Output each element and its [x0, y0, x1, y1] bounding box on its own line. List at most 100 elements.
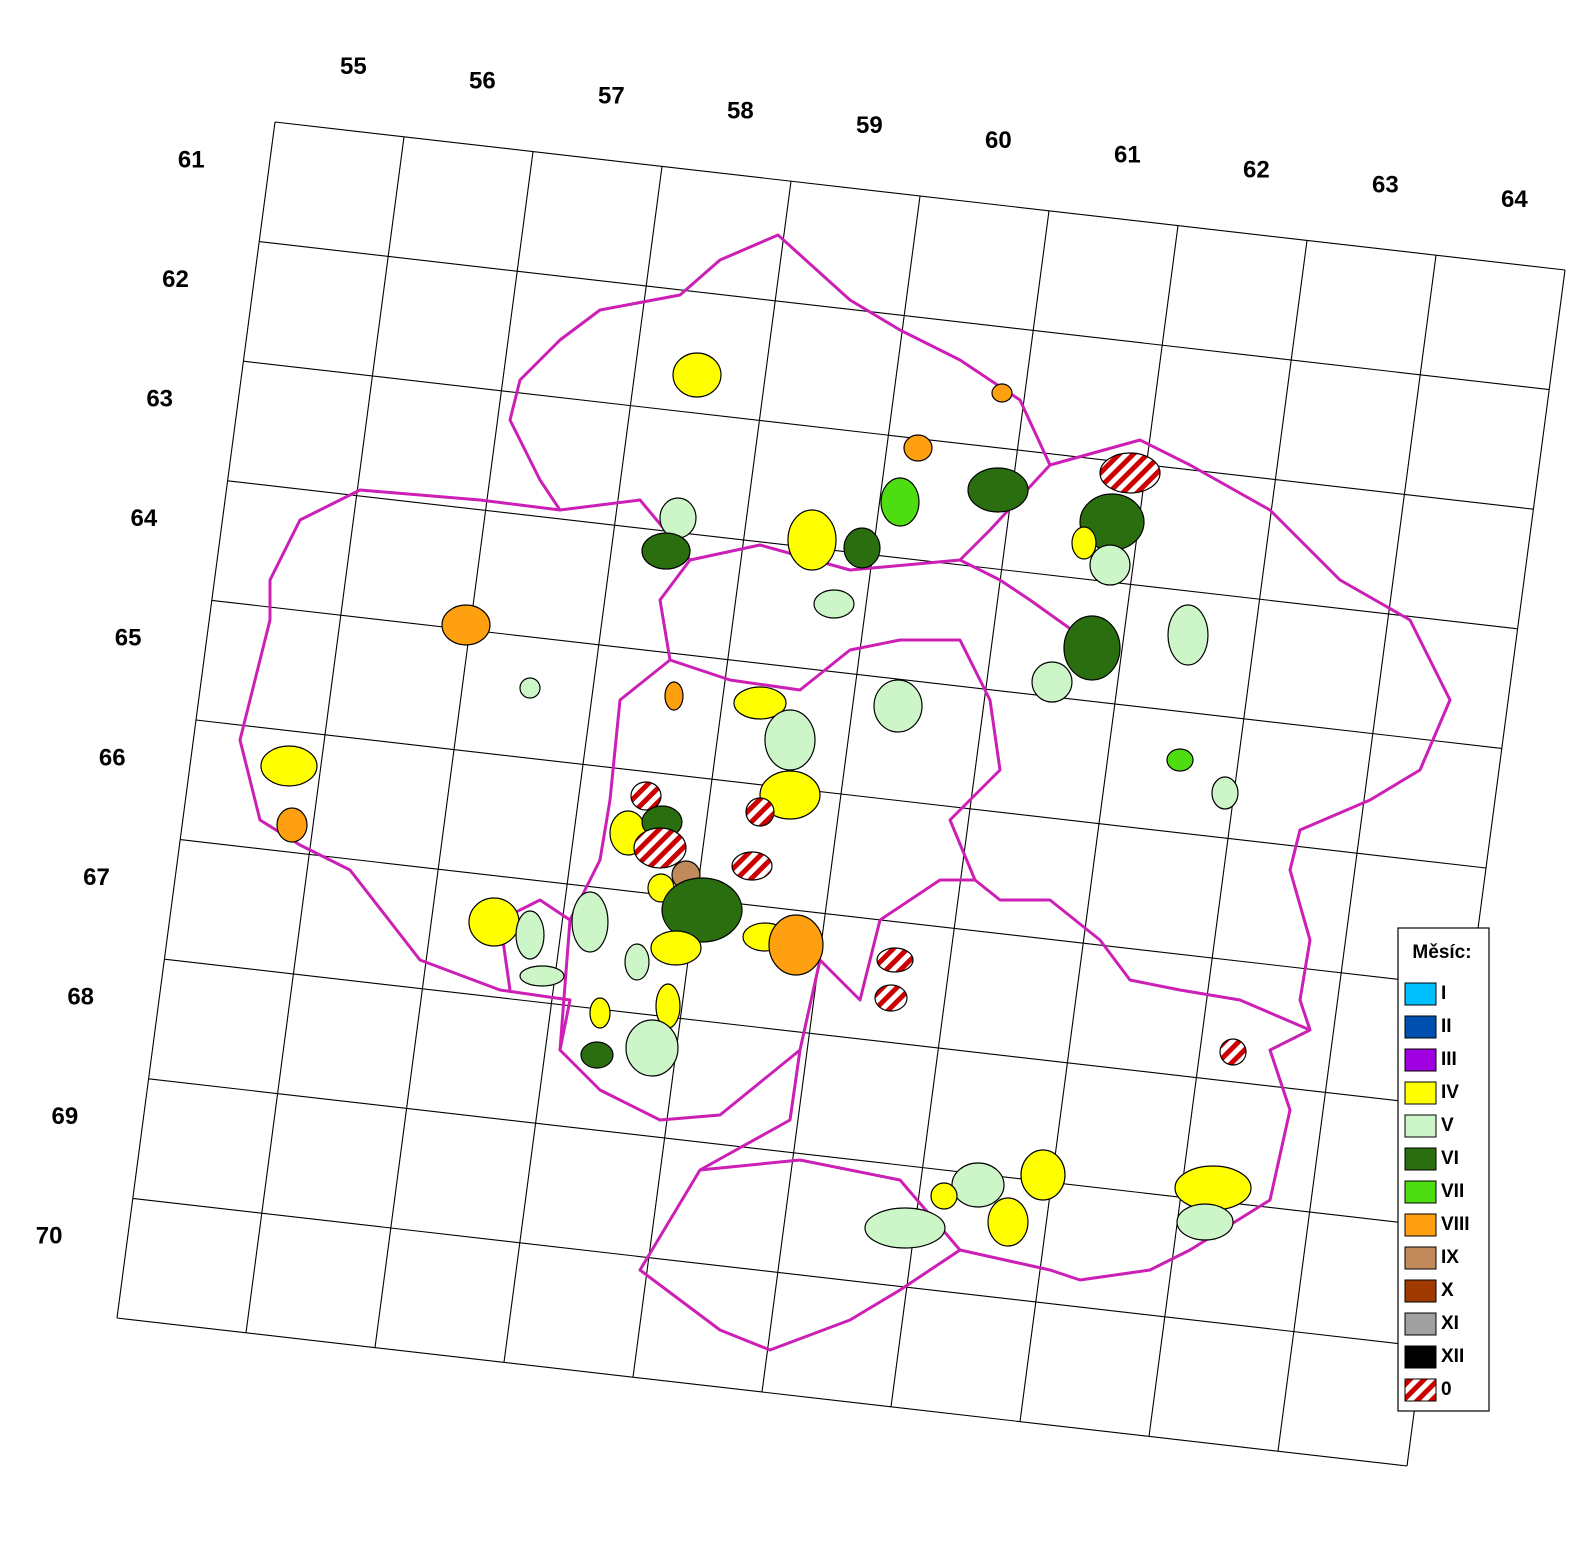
row-label: 69 — [52, 1103, 79, 1130]
row-label: 65 — [115, 625, 142, 652]
district — [519, 677, 541, 699]
district — [661, 877, 743, 943]
districts — [238, 233, 1452, 1352]
district — [864, 1207, 946, 1249]
district — [731, 851, 773, 881]
grid-line — [195, 719, 1487, 869]
colored-districts — [260, 352, 1252, 1249]
district — [580, 1041, 614, 1069]
district — [987, 1197, 1029, 1247]
column-label: 64 — [1501, 186, 1528, 213]
grid-line — [259, 241, 1550, 391]
column-label: 61 — [1114, 142, 1141, 169]
grid-line — [243, 360, 1534, 510]
legend-swatch — [1404, 982, 1437, 1006]
column-label: 55 — [340, 53, 367, 80]
legend-label: XII — [1441, 1346, 1464, 1367]
region-border — [974, 878, 1311, 1032]
district — [1174, 1165, 1252, 1211]
row-label: 62 — [162, 266, 189, 293]
district — [991, 383, 1013, 403]
district — [589, 997, 611, 1029]
region-border — [689, 463, 1052, 572]
district — [641, 532, 691, 570]
legend-label: VIII — [1441, 1214, 1470, 1235]
district — [625, 1019, 679, 1077]
grid-labels: 55 56 57 58 59 60 61 62 63 64 61 62 63 64 65 66 67 68 69 70 — [36, 53, 1529, 1250]
district — [1020, 1149, 1066, 1201]
legend-label: II — [1441, 1016, 1452, 1037]
legend-swatch — [1404, 1180, 1437, 1204]
district — [951, 1162, 1005, 1208]
district — [624, 943, 650, 981]
legend-swatch — [1404, 1114, 1437, 1138]
district — [764, 709, 816, 771]
district — [1176, 1203, 1234, 1241]
legend-swatch — [1404, 1279, 1437, 1303]
grid-line — [274, 121, 1566, 271]
district — [633, 827, 687, 869]
district — [515, 910, 545, 960]
district — [1063, 615, 1121, 681]
district — [519, 965, 565, 987]
column-label: 60 — [985, 127, 1012, 154]
column-label: 59 — [856, 112, 883, 139]
district — [630, 781, 662, 811]
row-label: 66 — [99, 744, 126, 771]
column-label: 58 — [727, 97, 754, 124]
column-label: 56 — [469, 68, 496, 95]
legend-label: XI — [1441, 1313, 1459, 1334]
grid-line — [116, 1317, 1408, 1467]
district — [672, 352, 722, 398]
district — [1219, 1038, 1247, 1066]
district — [1211, 776, 1239, 810]
district — [260, 745, 318, 787]
grid-line — [211, 599, 1502, 749]
region-border — [959, 558, 1101, 652]
column-label: 57 — [598, 83, 625, 110]
legend-swatch — [1404, 1378, 1437, 1402]
district — [1031, 661, 1073, 703]
region-border — [238, 233, 1452, 1352]
row-label: 70 — [36, 1223, 63, 1250]
district — [876, 947, 914, 973]
legend-swatch — [1404, 1345, 1437, 1369]
legend-label: X — [1441, 1280, 1454, 1301]
legend-label: IX — [1441, 1247, 1459, 1268]
district — [276, 807, 308, 843]
row-label: 64 — [131, 505, 158, 532]
region-border — [498, 898, 571, 991]
legend-title: Měsíc: — [1412, 942, 1471, 963]
district — [733, 686, 787, 720]
column-label: 63 — [1372, 171, 1399, 198]
district — [874, 984, 908, 1012]
district — [787, 509, 837, 571]
legend-label: VII — [1441, 1181, 1464, 1202]
row-label: 63 — [146, 386, 173, 413]
district — [930, 1182, 958, 1210]
district — [843, 527, 881, 569]
district — [664, 681, 684, 711]
legend-label: 0 — [1441, 1379, 1452, 1400]
legend-swatch — [1404, 1015, 1437, 1039]
district — [1167, 604, 1209, 666]
district — [903, 434, 933, 462]
district — [659, 497, 697, 539]
district — [650, 930, 702, 966]
district — [873, 679, 923, 733]
legend-swatch — [1404, 1081, 1437, 1105]
legend-swatch — [1404, 1147, 1437, 1171]
district — [745, 797, 775, 827]
district — [967, 467, 1029, 513]
row-label: 67 — [83, 864, 110, 891]
region-border — [669, 638, 1002, 1051]
district — [768, 914, 824, 976]
district — [759, 770, 821, 820]
grid-line — [164, 958, 1455, 1108]
legend-swatch — [1404, 1312, 1437, 1336]
legend-label: I — [1441, 983, 1446, 1004]
district — [1089, 544, 1131, 586]
legend-swatch — [1404, 1246, 1437, 1270]
grid-line — [180, 839, 1471, 989]
